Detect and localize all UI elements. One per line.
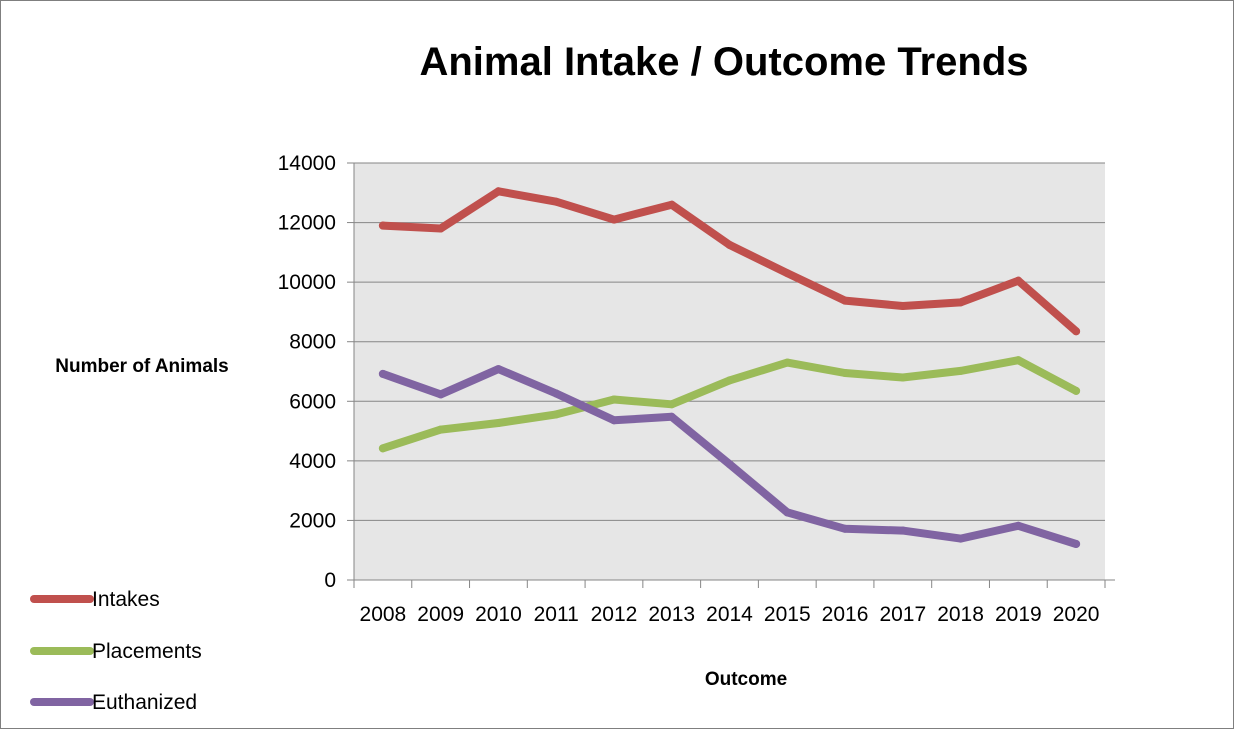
data-point-euthanized <box>609 416 618 425</box>
data-point-euthanized <box>841 524 850 533</box>
data-point-placements <box>956 366 965 375</box>
data-point-placements <box>494 419 503 428</box>
chart-title: Animal Intake / Outcome Trends <box>419 40 1028 84</box>
data-point-euthanized <box>783 508 792 517</box>
x-axis-label: Outcome <box>705 669 787 690</box>
data-point-intakes <box>725 240 734 249</box>
data-point-intakes <box>667 200 676 209</box>
x-tick-label: 2015 <box>764 603 811 626</box>
data-point-placements <box>609 395 618 404</box>
x-tick-label: 2017 <box>879 603 926 626</box>
data-point-euthanized <box>956 534 965 543</box>
y-tick-label: 14000 <box>278 152 336 175</box>
data-point-placements <box>552 410 561 419</box>
legend-label: Placements <box>92 640 202 663</box>
data-point-intakes <box>841 296 850 305</box>
data-point-euthanized <box>494 365 503 374</box>
data-point-placements <box>436 425 445 434</box>
data-point-euthanized <box>667 412 676 421</box>
data-point-euthanized <box>898 526 907 535</box>
x-tick-label: 2010 <box>475 603 522 626</box>
data-point-euthanized <box>378 369 387 378</box>
x-tick-label: 2009 <box>417 603 464 626</box>
x-tick-label: 2016 <box>822 603 869 626</box>
data-point-intakes <box>1014 276 1023 285</box>
y-axis-ticks: 0 2000 4000 6000 8000 10000 12000 14000 <box>278 152 354 592</box>
data-point-intakes <box>956 298 965 307</box>
y-tick-label: 8000 <box>289 331 336 354</box>
data-point-placements <box>1072 386 1081 395</box>
data-point-intakes <box>494 187 503 196</box>
x-axis-ticks: 2008 2009 2010 2011 2012 2013 2014 2015 2016 2017… <box>353 580 1106 626</box>
y-tick-label: 10000 <box>278 271 336 294</box>
data-point-intakes <box>783 269 792 278</box>
x-tick-label: 2013 <box>648 603 695 626</box>
x-tick-label: 2008 <box>360 603 407 626</box>
y-tick-label: 2000 <box>289 509 336 532</box>
legend-item-placements: Placements <box>30 640 202 663</box>
y-tick-label: 0 <box>324 569 336 592</box>
data-point-euthanized <box>436 390 445 399</box>
axes <box>353 163 1115 581</box>
data-point-euthanized <box>552 389 561 398</box>
data-point-placements <box>783 358 792 367</box>
legend-item-intakes: Intakes <box>30 588 160 611</box>
data-point-intakes <box>552 197 561 206</box>
data-point-placements <box>1014 356 1023 365</box>
plot-area <box>354 163 1105 580</box>
x-tick-label: 2018 <box>937 603 984 626</box>
data-point-intakes <box>436 224 445 233</box>
data-point-placements <box>725 376 734 385</box>
data-point-placements <box>841 368 850 377</box>
data-point-euthanized <box>725 460 734 469</box>
legend-label: Intakes <box>92 588 160 611</box>
gridlines <box>354 162 1105 521</box>
x-tick-label: 2019 <box>995 603 1042 626</box>
data-point-euthanized <box>1014 521 1023 530</box>
data-point-placements <box>667 400 676 409</box>
legend-item-euthanized: Euthanized <box>30 691 197 714</box>
data-point-intakes <box>609 215 618 224</box>
x-tick-label: 2014 <box>706 603 753 626</box>
x-tick-label: 2020 <box>1053 603 1100 626</box>
series-lines <box>378 187 1081 548</box>
x-tick-label: 2011 <box>534 603 579 626</box>
data-point-euthanized <box>1072 539 1081 548</box>
y-tick-label: 6000 <box>289 390 336 413</box>
x-tick-label: 2012 <box>591 603 638 626</box>
legend: Intakes Placements Euthanized <box>30 588 202 714</box>
data-point-placements <box>898 373 907 382</box>
data-point-intakes <box>1072 327 1081 336</box>
data-point-intakes <box>898 301 907 310</box>
legend-label: Euthanized <box>92 691 197 714</box>
y-tick-label: 4000 <box>289 450 336 473</box>
data-point-intakes <box>378 221 387 230</box>
data-point-placements <box>378 444 387 453</box>
y-tick-label: 12000 <box>278 212 336 235</box>
y-axis-label: Number of Animals <box>55 356 229 377</box>
